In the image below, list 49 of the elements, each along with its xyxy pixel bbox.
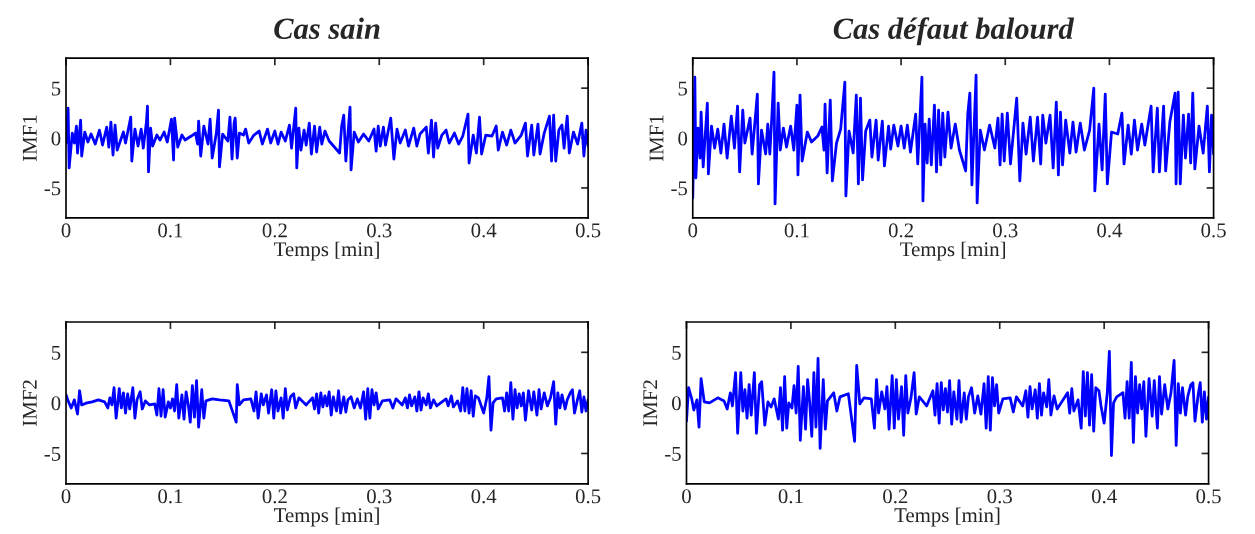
x-tick-label: 0.2 [888,223,913,238]
y-tick-label: 5 [51,345,61,360]
x-axis-title: Temps [min] [900,241,1005,261]
line-series [66,104,589,174]
x-tick-label: 0 [61,489,71,504]
y-tick-label: 5 [678,81,688,96]
y-axis-title: IMF1 [22,115,37,162]
x-axis-title: Temps [min] [894,507,1000,527]
x-tick-label: 0.5 [575,489,601,504]
x-tick-label: 0.3 [367,223,392,238]
y-tick-label: -5 [671,181,688,196]
x-tick-label: 0.4 [1097,223,1123,238]
x-axis-title: Temps [min] [274,507,379,527]
y-tick-label: 5 [672,345,681,360]
x-tick-label: 0.2 [262,223,287,238]
x-tick-label: 0.1 [158,489,183,504]
y-tick-label: -5 [665,447,681,461]
x-tick-label: 0.1 [784,223,809,238]
line-series [686,349,1209,457]
x-tick-label: 0.1 [158,223,183,238]
y-tick-label: 0 [672,396,681,411]
x-tick-label: 0 [688,223,698,238]
x-tick-label: 0.4 [1091,489,1117,504]
x-tick-label: 0.4 [471,489,497,504]
x-tick-label: 0.5 [1201,223,1226,238]
y-axis-title: IMF2 [643,380,658,426]
y-tick-label: -5 [44,447,61,461]
y-axis-title: IMF1 [649,115,664,162]
x-tick-label: 0 [61,223,71,238]
line-series [692,70,1214,206]
x-tick-label: 0.5 [1196,489,1221,504]
y-tick-label: -5 [44,181,61,196]
x-tick-label: 0.3 [367,489,392,504]
chart-title: Cas défaut balourd [833,17,1075,46]
x-tick-label: 0.4 [471,223,497,238]
chart-title: Cas sain [274,17,380,40]
x-tick-label: 0.2 [883,489,908,504]
x-tick-label: 0.3 [987,489,1012,504]
y-axis-title: IMF2 [22,380,37,426]
y-tick-label: 5 [51,81,61,96]
y-tick-label: 0 [678,131,688,146]
x-tick-label: 0.5 [575,223,601,238]
x-tick-label: 0.2 [262,489,287,504]
y-tick-label: 0 [51,131,61,146]
x-axis-title: Temps [min] [274,241,379,261]
y-tick-label: 0 [51,396,61,411]
x-tick-label: 0.1 [778,489,803,504]
x-tick-label: 0.3 [993,223,1018,238]
line-series [66,375,589,432]
